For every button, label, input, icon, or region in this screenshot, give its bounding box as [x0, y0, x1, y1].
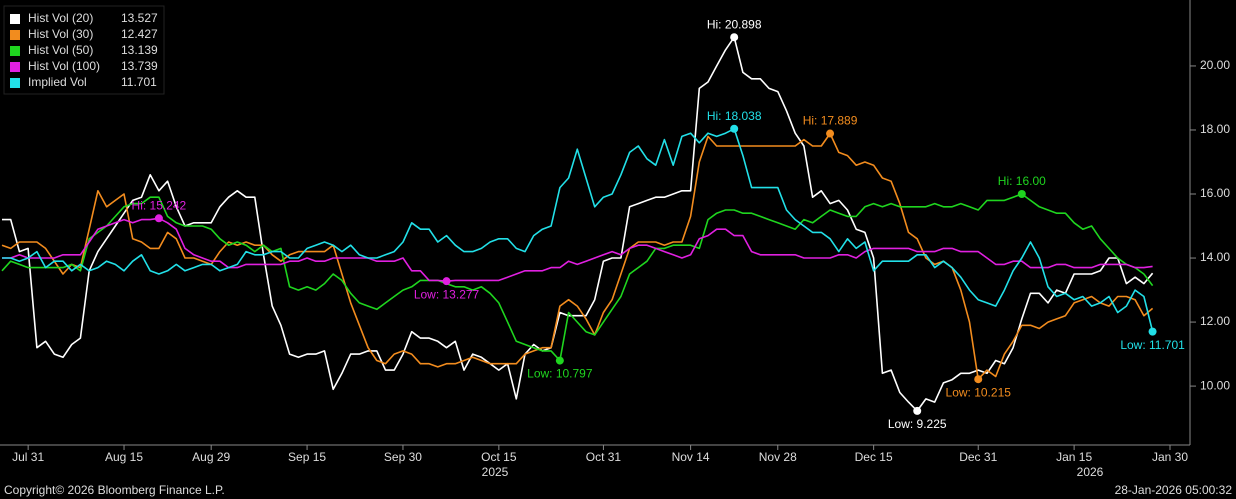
- series-line: [1, 193, 1154, 362]
- extreme-marker: [154, 214, 163, 223]
- year-label: 2026: [1077, 465, 1104, 479]
- y-tick-label: 12.00: [1200, 314, 1230, 328]
- legend-value: 11.701: [121, 75, 157, 89]
- extreme-label: Low: 13.277: [414, 287, 480, 301]
- extreme-label: Hi: 16.00: [998, 174, 1046, 188]
- extreme-label: Hi: 15.242: [132, 198, 187, 212]
- legend-swatch: [10, 30, 20, 40]
- legend-value: 13.739: [121, 59, 158, 73]
- legend-box: [3, 5, 165, 95]
- extreme-label: Hi: 20.898: [707, 17, 762, 31]
- legend-swatch: [10, 14, 20, 24]
- extreme-label: Hi: 18.038: [707, 109, 762, 123]
- series-line: [2, 36, 1154, 412]
- y-tick-label: 20.00: [1200, 58, 1230, 72]
- extreme-label: Hi: 17.889: [803, 114, 858, 128]
- legend-label: Hist Vol (100): [28, 59, 100, 73]
- extreme-marker: [555, 356, 564, 365]
- extreme-marker: [442, 277, 451, 286]
- x-tick-label: Dec 15: [855, 450, 893, 464]
- legend-label: Hist Vol (30): [28, 27, 93, 41]
- x-tick-label: Sep 30: [384, 450, 422, 464]
- footer-right: 28-Jan-2026 05:00:32: [1115, 483, 1233, 497]
- extreme-marker: [826, 129, 835, 138]
- legend-swatch: [10, 46, 20, 56]
- extreme-marker: [1017, 190, 1026, 199]
- x-tick-label: Sep 15: [288, 450, 326, 464]
- extreme-label: Low: 11.701: [1120, 338, 1185, 352]
- legend-swatch: [10, 62, 20, 72]
- legend-value: 13.527: [121, 11, 158, 25]
- series-line: [1, 132, 1154, 380]
- y-tick-label: 16.00: [1200, 186, 1230, 200]
- x-tick-label: Nov 28: [759, 450, 797, 464]
- y-tick-label: 14.00: [1200, 250, 1230, 264]
- x-tick-label: Aug 29: [192, 450, 230, 464]
- series-line: [2, 128, 1154, 332]
- extreme-label: Low: 9.225: [888, 417, 947, 431]
- x-tick-label: Oct 31: [586, 450, 622, 464]
- legend-label: Implied Vol: [28, 75, 87, 89]
- footer-left: Copyright© 2026 Bloomberg Finance L.P.: [4, 483, 225, 497]
- extreme-marker: [730, 124, 739, 133]
- year-label: 2025: [482, 465, 509, 479]
- x-tick-label: Jan 30: [1152, 450, 1188, 464]
- series-line: [2, 217, 1153, 282]
- legend-label: Hist Vol (20): [28, 11, 93, 25]
- x-tick-label: Dec 31: [959, 450, 997, 464]
- x-tick-label: Jul 31: [12, 450, 44, 464]
- extreme-marker: [1148, 327, 1157, 336]
- x-tick-label: Oct 15: [481, 450, 517, 464]
- extreme-label: Low: 10.797: [527, 367, 593, 381]
- extreme-marker: [730, 33, 739, 42]
- legend-value: 13.139: [121, 43, 158, 57]
- x-tick-label: Nov 14: [672, 450, 710, 464]
- x-tick-label: Aug 15: [105, 450, 143, 464]
- legend-swatch: [10, 78, 20, 88]
- y-tick-label: 10.00: [1200, 378, 1230, 392]
- extreme-marker: [974, 375, 983, 384]
- legend-value: 12.427: [121, 27, 158, 41]
- y-tick-label: 18.00: [1200, 122, 1230, 136]
- x-tick-label: Jan 15: [1056, 450, 1092, 464]
- extreme-marker: [913, 406, 922, 415]
- extreme-label: Low: 10.215: [946, 385, 1012, 399]
- legend: Hist Vol (20) 13.527 Hist Vol (30) 12.427 Hi…: [3, 5, 165, 95]
- legend-label: Hist Vol (50): [28, 43, 93, 57]
